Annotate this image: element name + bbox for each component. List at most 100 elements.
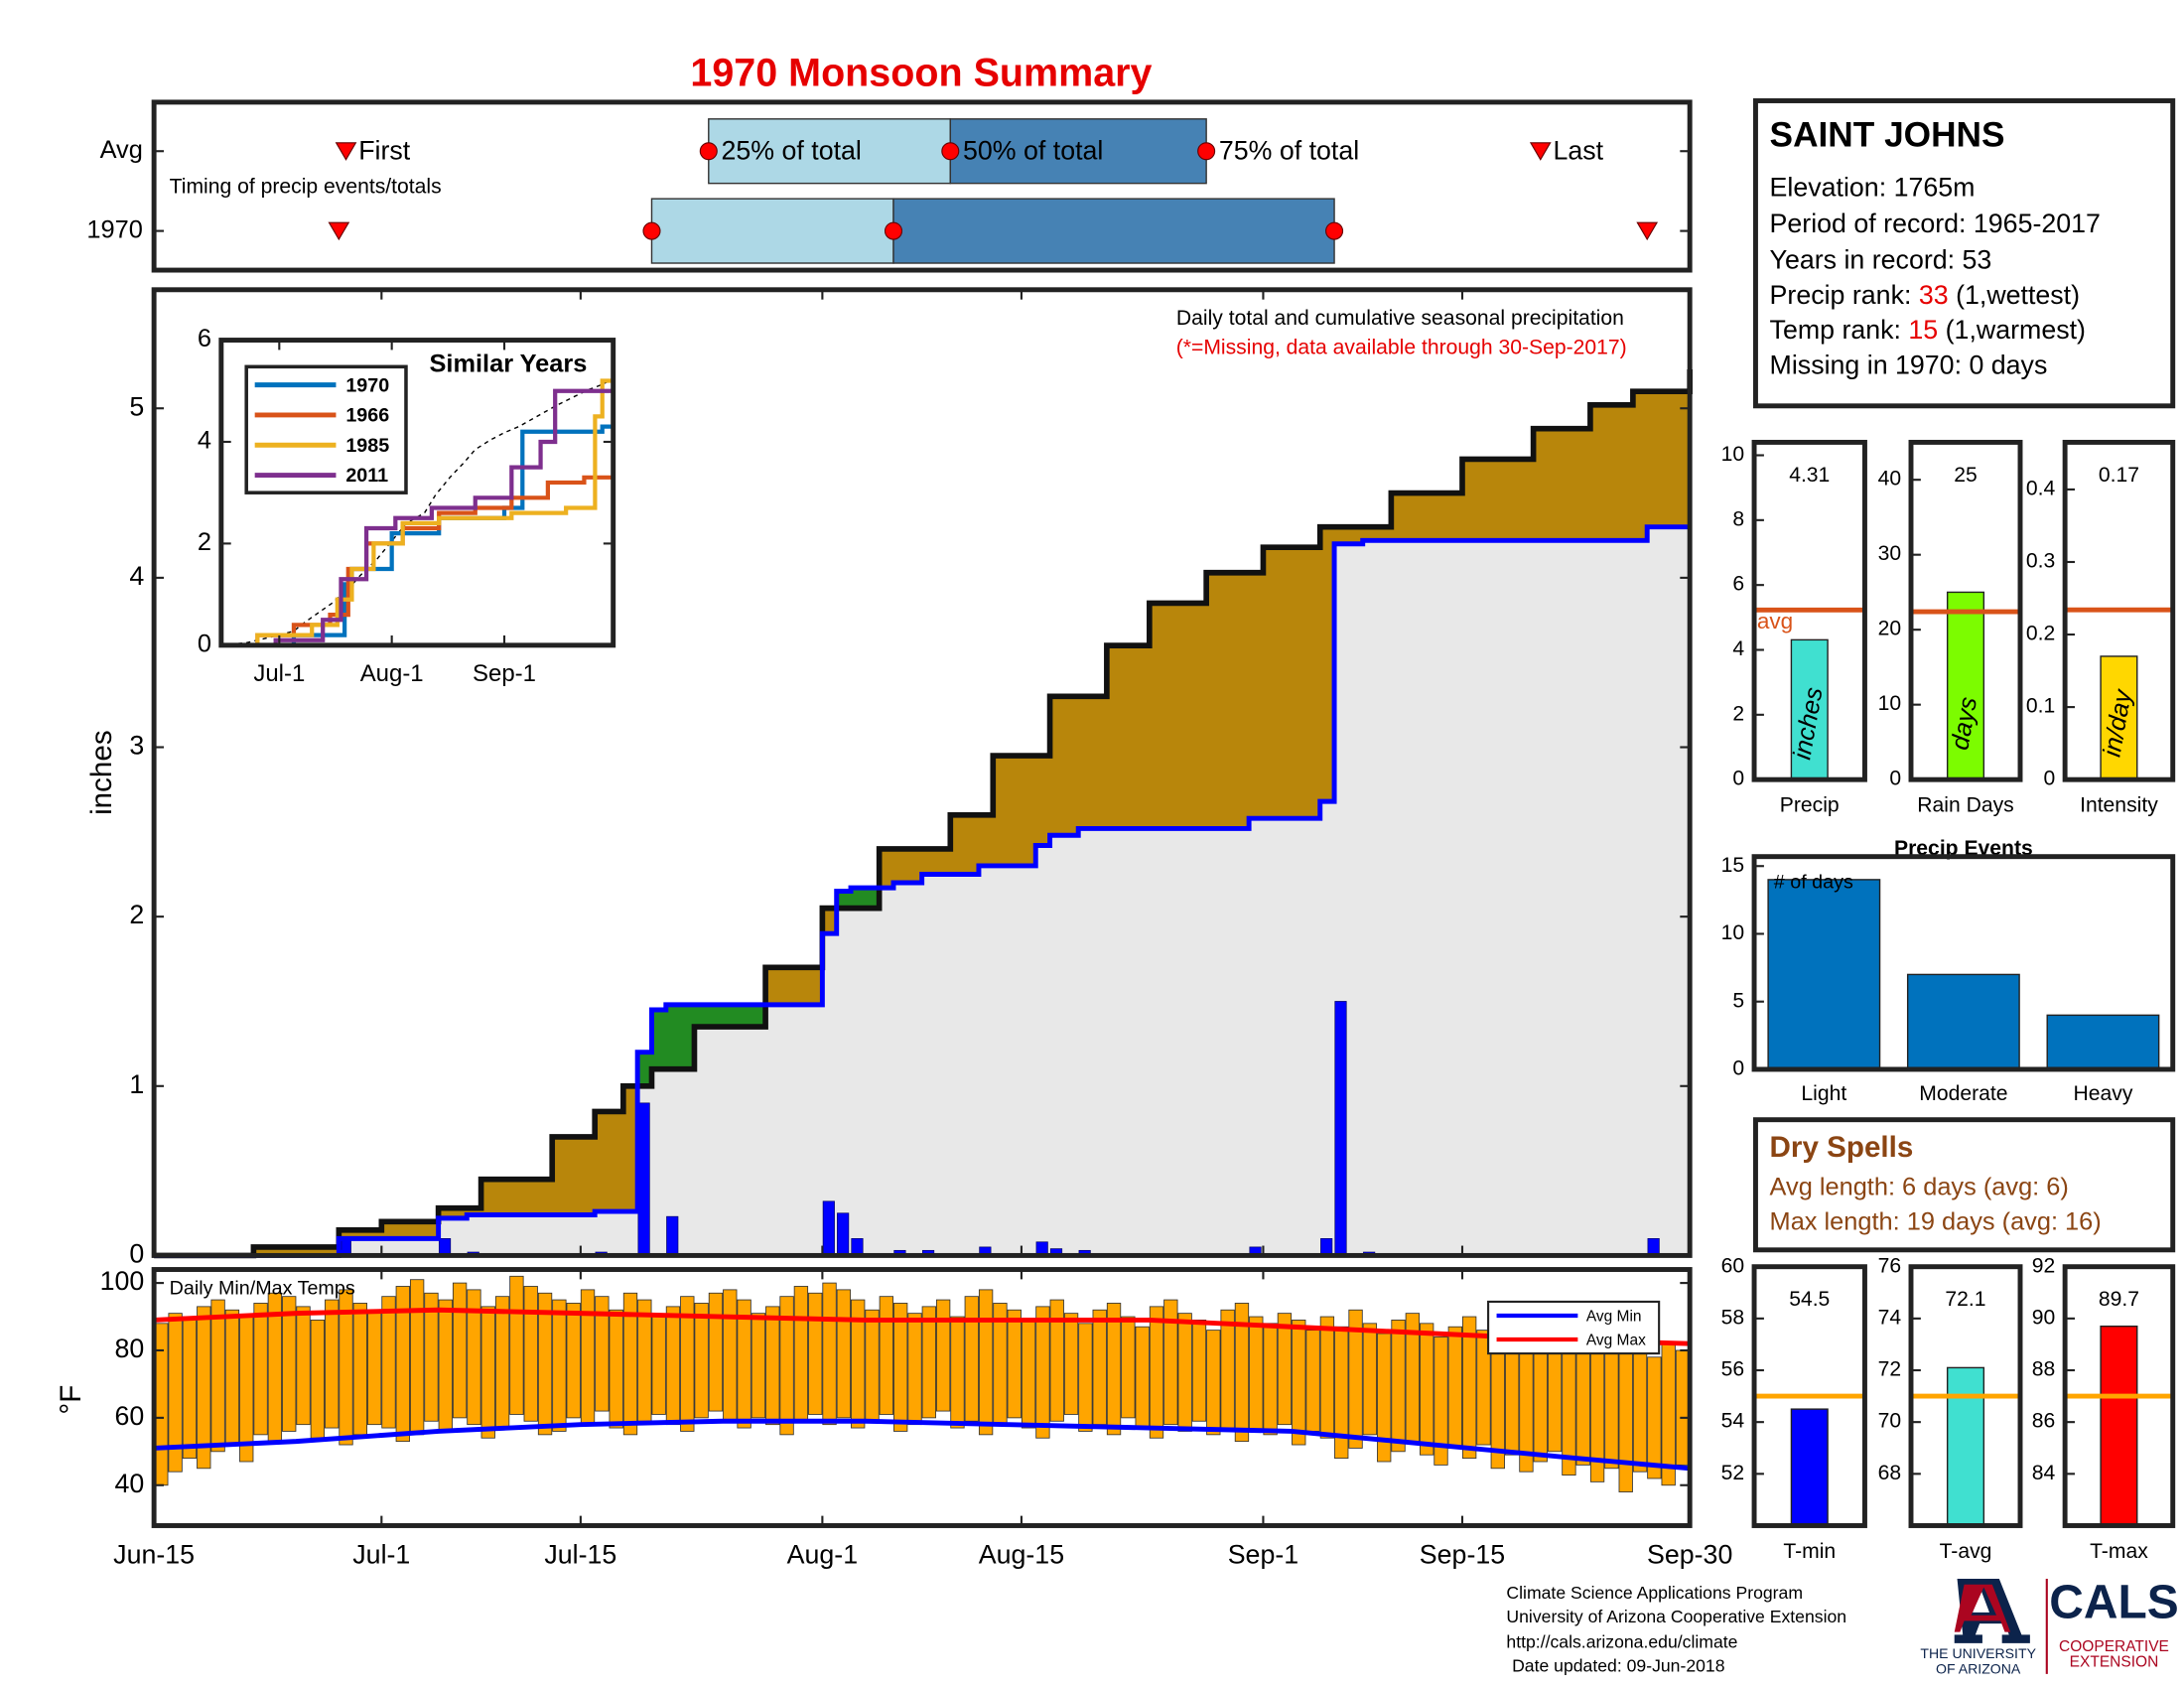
inset-avg-line [220, 378, 614, 646]
y-tick-label: 5 [1732, 989, 1744, 1012]
temp-rank: Temp rank: 15 (1,warmest) [1770, 315, 2086, 345]
marker-label: 50% of total [963, 136, 1103, 166]
precip-rank: Precip rank: 33 (1,wettest) [1770, 280, 2080, 310]
station-name: SAINT JOHNS [1770, 115, 2005, 154]
temp-bar [836, 1289, 852, 1419]
temp-rank-note: (1,warmest) [1946, 315, 2086, 345]
temp-bar [395, 1286, 410, 1443]
temp-bar [1447, 1326, 1462, 1449]
avg-temp-line [154, 1418, 1691, 1472]
x-tick-label: Jul-1 [253, 660, 305, 687]
figure-title: 1970 Monsoon Summary [690, 52, 1152, 95]
category-label: Light [1801, 1082, 1846, 1105]
x-tick-label: Sep-1 [473, 660, 536, 687]
temp-bar [1319, 1316, 1335, 1439]
quartile-box [892, 198, 1335, 264]
temp-bar [1007, 1309, 1022, 1419]
y-tick-label: 6 [1732, 573, 1744, 596]
precip-rank-value: 33 [1919, 280, 1949, 310]
temp-bar [950, 1316, 965, 1429]
cals-logo: CALS [2049, 1576, 2178, 1628]
temp-bar [978, 1289, 994, 1436]
footer-line: Climate Science Applications Program [1506, 1583, 1803, 1603]
x-tick-label: Jul-15 [544, 1540, 616, 1570]
temp-bar [595, 1296, 610, 1412]
summary-frame [1908, 439, 2023, 782]
temp-frame [151, 1267, 1693, 1528]
y-tick-label: 0 [1732, 1057, 1744, 1080]
temp-bar [1234, 1303, 1250, 1443]
summary-frame [1751, 439, 1867, 782]
y-tick-label: 52 [1721, 1462, 1745, 1484]
bar [2046, 1014, 2160, 1070]
y-tick-label: 8 [1732, 507, 1744, 530]
y-tick-label: 2 [1732, 702, 1744, 725]
y-tick-label: 0.3 [2026, 550, 2055, 573]
temp-rank-value: 15 [1908, 315, 1938, 345]
temp-bar [737, 1299, 751, 1429]
y-tick-label: 60 [114, 1401, 144, 1431]
quartile-marker [884, 221, 903, 240]
temp-bar [1021, 1320, 1036, 1429]
y-tick-label: 0 [198, 631, 211, 658]
temp-bar [282, 1296, 297, 1432]
inset-frame [218, 338, 616, 648]
daily-bar [822, 1200, 835, 1256]
dry-spells-box [1752, 1117, 2176, 1253]
temp-bar [1035, 1306, 1050, 1439]
y-tick-label: 90 [2032, 1306, 2056, 1329]
temp-bar [296, 1306, 311, 1426]
category-label: Heavy [2073, 1082, 2132, 1105]
temp-bar [182, 1316, 198, 1460]
y-tick-label: 10 [1721, 921, 1745, 944]
bar [1767, 879, 1881, 1070]
temp-bar [467, 1289, 481, 1426]
timing-subtitle: Timing of precip events/totals [170, 175, 442, 198]
y-tick-label: 56 [1721, 1358, 1745, 1381]
temp-bar [1277, 1313, 1293, 1426]
temp-bar [935, 1299, 951, 1412]
summary-frame [2062, 1264, 2176, 1528]
y-tick-label: 80 [114, 1334, 144, 1363]
ua-text: OF ARIZONA [1936, 1660, 2021, 1676]
temp-bar [779, 1296, 794, 1436]
y-tick-label: 40 [114, 1469, 144, 1498]
y-axis-label: °F [55, 1385, 87, 1415]
y-tick-label: 100 [100, 1266, 145, 1296]
y-tick-label: 0.2 [2026, 623, 2055, 645]
y-tick-label: 4 [1732, 637, 1744, 660]
row-label: Avg [100, 136, 143, 164]
temp-bar [1078, 1323, 1093, 1432]
temp-bar [509, 1275, 524, 1415]
precip-rank-note: (1,wettest) [1956, 280, 2080, 310]
y-tick-label: 60 [1721, 1254, 1745, 1277]
value-label: 0.17 [2099, 464, 2139, 487]
temp-bar [751, 1313, 766, 1419]
temp-bar [1063, 1313, 1079, 1415]
y-tick-label: 0.1 [2026, 695, 2055, 718]
temp-bar [1391, 1320, 1406, 1453]
temp-bar [1249, 1316, 1264, 1432]
summary-bar [2100, 1325, 2138, 1527]
chart-title: Daily total and cumulative seasonal prec… [1176, 307, 1624, 330]
temp-bar [1092, 1309, 1107, 1426]
y-tick-label: 68 [1878, 1462, 1902, 1484]
summary-frame [1908, 1264, 2023, 1528]
cals-text: COOPERATIVE [2059, 1638, 2169, 1655]
y-tick-label: 0 [129, 1239, 144, 1269]
temp-bar [1604, 1336, 1619, 1470]
x-tick-label: Aug-15 [979, 1540, 1064, 1570]
inset-title: Similar Years [429, 351, 587, 378]
y-tick-label: 6 [198, 325, 211, 352]
temp-bar [1106, 1303, 1122, 1436]
event-marker [328, 221, 350, 241]
avg-temp-line [154, 1307, 1691, 1346]
ua-text: THE UNIVERSITY [1920, 1645, 2036, 1661]
temp-bar [168, 1313, 183, 1473]
category-label: T-min [1783, 1540, 1836, 1563]
y-tick-label: 72 [1878, 1358, 1902, 1381]
temp-bar [1533, 1342, 1548, 1463]
y-tick-label: 4 [129, 561, 144, 591]
event-marker [335, 142, 357, 161]
